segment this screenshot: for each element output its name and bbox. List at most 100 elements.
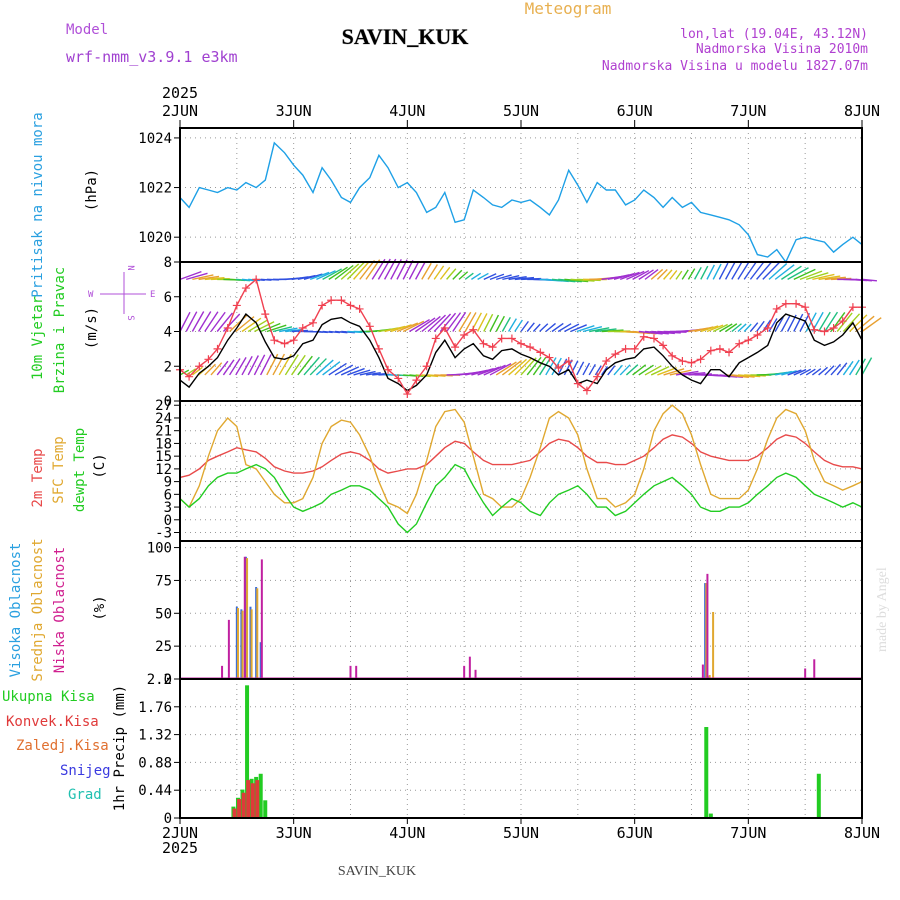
wind-arrow — [471, 368, 494, 376]
gust-point — [469, 325, 478, 334]
y-tick-label: 25 — [155, 639, 172, 655]
wind-arrow — [526, 322, 535, 332]
wind-arrow — [613, 272, 635, 281]
wind-arrow — [539, 323, 549, 333]
gust-point — [252, 275, 261, 284]
bar-niska-oblacnost — [221, 665, 224, 679]
wind-arrow — [309, 358, 327, 376]
bar-niska-oblacnost — [349, 665, 352, 679]
wind-arrow — [619, 364, 631, 376]
wind-arrow — [186, 272, 208, 281]
x-tick-label-bottom: 6JUN — [617, 824, 653, 842]
gust-point — [735, 339, 744, 348]
wind-arrow — [303, 273, 323, 281]
gust-point — [687, 358, 696, 367]
wind-arrow — [576, 325, 595, 333]
bar-srednja-oblacnost — [708, 675, 711, 679]
wind-arrow — [762, 262, 780, 280]
wind-arrow — [781, 370, 797, 376]
y-tick-label: 8 — [164, 255, 172, 271]
wind-arrow — [216, 312, 234, 332]
gust-point — [346, 301, 355, 310]
wind-arrow — [489, 362, 512, 376]
wind-arrow — [421, 315, 441, 333]
bar-visoka-oblacnost — [704, 583, 707, 679]
wind-arrow — [681, 269, 689, 280]
series-line-sfc-temp — [179, 404, 863, 515]
bar-konvek.kisa — [241, 792, 246, 818]
cloud-title-low: Niska Oblacnost — [52, 547, 68, 673]
wind-arrow — [334, 364, 354, 376]
wind-arrow — [768, 318, 778, 332]
pressure-ylabel: (hPa) — [84, 169, 100, 211]
compass-north: N — [125, 265, 135, 270]
bar-niska-oblacnost — [813, 659, 816, 679]
wind-arrow — [191, 366, 203, 376]
cloud-title-high: Visoka Oblacnost — [8, 543, 24, 678]
wind-arrow — [619, 271, 640, 281]
wind-title2: Brzina i Pravac — [52, 267, 68, 393]
precip-title-total: Ukupna Kisa — [2, 689, 95, 705]
wind-arrow — [632, 269, 650, 280]
gust-point — [725, 348, 734, 357]
gust-point — [289, 336, 298, 345]
wind-arrow — [551, 322, 564, 333]
wind-arrow — [476, 313, 488, 332]
gust-point — [213, 344, 222, 353]
wind-arrow — [508, 358, 527, 376]
precip-title-conv: Konvek.Kisa — [6, 714, 99, 730]
wind-arrow — [570, 324, 587, 333]
wind-arrow — [725, 323, 738, 333]
gust-point — [678, 357, 687, 366]
wind-arrow — [824, 365, 835, 376]
wind-arrow — [799, 270, 823, 281]
wind-arrow — [849, 359, 860, 376]
gust-point — [602, 357, 611, 366]
wind-arrow — [514, 319, 523, 332]
wind-arrow — [414, 261, 426, 280]
gust-point — [298, 324, 307, 333]
wind-arrow — [749, 322, 759, 332]
wind-arrow — [774, 316, 784, 332]
wind-arrow — [737, 323, 747, 333]
gust-point — [715, 344, 724, 353]
wind-arrow — [663, 368, 685, 376]
x-tick-label-top: 5JUN — [503, 102, 539, 120]
wind-arrow — [836, 312, 853, 332]
wind-arrow — [719, 323, 733, 333]
gust-point — [479, 339, 488, 348]
wind-arrow — [656, 269, 668, 280]
bar-niska-oblacnost — [243, 556, 246, 679]
wind-arrow — [632, 364, 647, 376]
wind-arrow — [743, 260, 758, 280]
wind-arrow — [526, 356, 542, 376]
wind-arrow — [793, 313, 804, 332]
wind-arrow — [402, 260, 414, 280]
gust-point — [241, 284, 250, 293]
wind-arrow — [582, 326, 603, 333]
series-line-mslp — [179, 141, 863, 264]
bar-niska-oblacnost — [706, 573, 709, 679]
panel-pressure: 1020 1022 1024 — [138, 127, 863, 264]
wind-arrow — [569, 360, 579, 376]
wind-arrow — [694, 326, 714, 333]
wind-arrow — [861, 317, 882, 333]
lonlat-text: lon,lat (19.04E, 43.12N) — [680, 27, 868, 42]
wind-arrow — [501, 317, 511, 332]
wind-arrow — [613, 364, 623, 376]
gust-point — [526, 343, 535, 352]
wind-arrow — [421, 262, 432, 280]
model-label: Model — [66, 22, 108, 38]
y-tick-label: 0 — [164, 672, 172, 688]
precip-ylabel: 1hr Precip (mm) — [112, 685, 128, 811]
gust-point — [820, 327, 829, 336]
gust-point — [422, 362, 431, 371]
gust-point — [497, 334, 506, 343]
wind-arrow — [657, 367, 677, 376]
wind-arrow — [353, 260, 370, 280]
wind-arrow — [390, 324, 412, 333]
cloud-title-mid: Srednja Oblacnost — [30, 538, 46, 681]
wind-arrow — [564, 323, 580, 333]
wind-arrow — [545, 322, 556, 333]
y-tick-label: 4 — [164, 325, 172, 341]
